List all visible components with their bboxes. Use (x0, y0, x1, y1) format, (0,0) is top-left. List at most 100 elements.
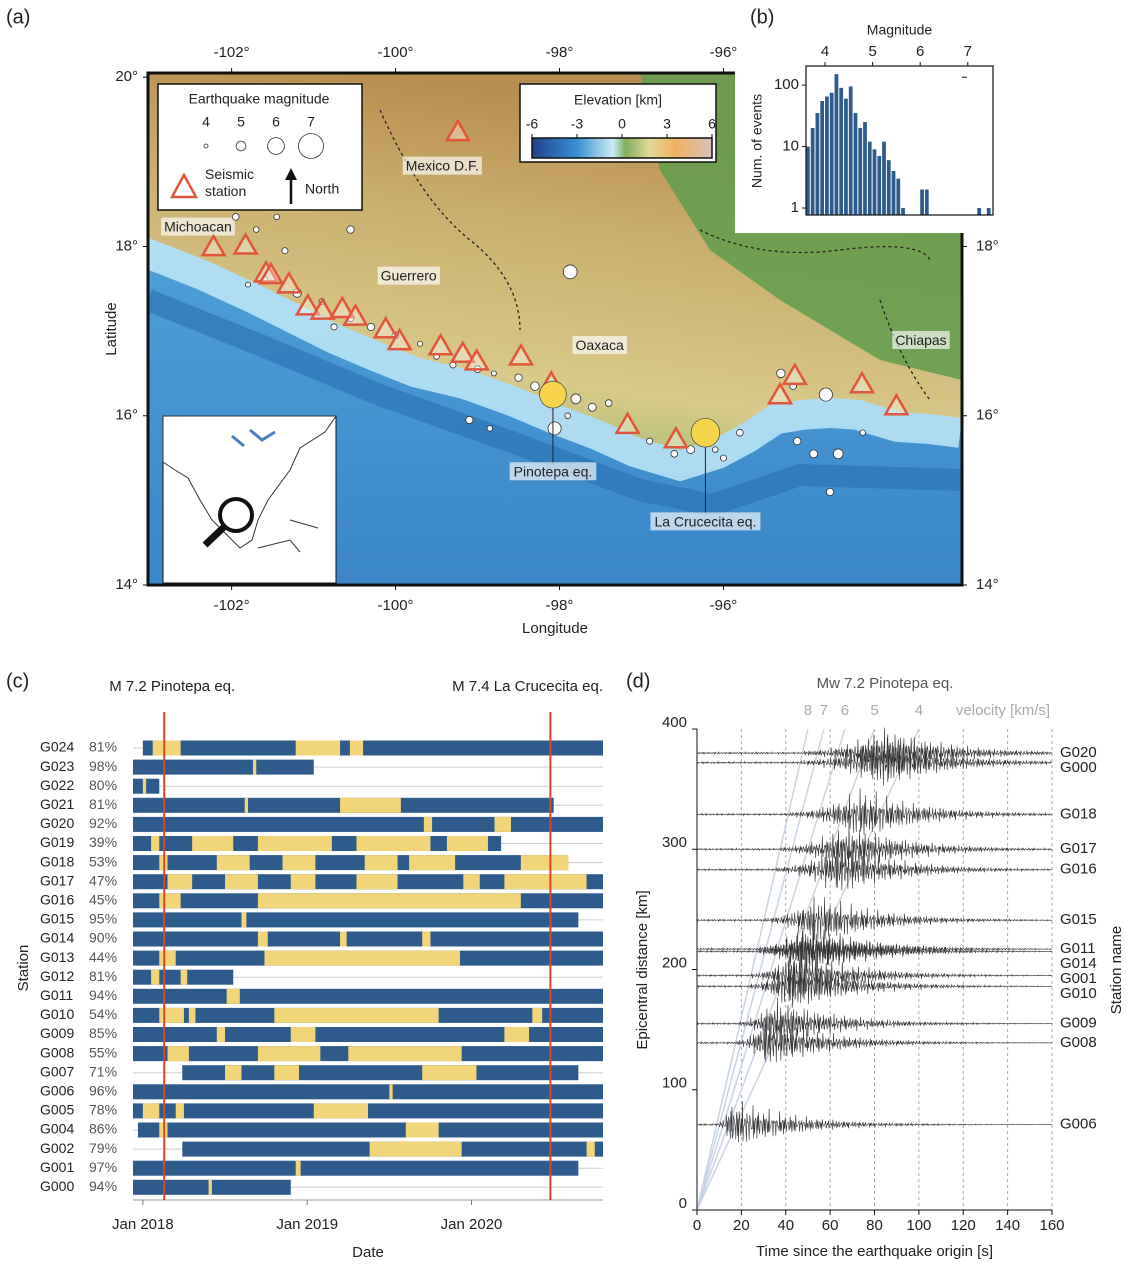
gap-bar (504, 874, 587, 890)
gap-bar (142, 1103, 160, 1119)
y-tick-label: 400 (662, 714, 687, 731)
station-percent: 47% (89, 872, 117, 888)
x-tick-label: -96° (710, 597, 738, 614)
panel-label: (d) (626, 670, 650, 692)
trace-label: G008 (1060, 1034, 1097, 1051)
gap-bar (159, 893, 181, 909)
station-percent: 97% (89, 1159, 117, 1175)
legend-size-marker (267, 137, 285, 155)
station-percent: 81% (89, 796, 117, 812)
trace-label: G014 (1060, 955, 1097, 972)
histogram-bar (891, 170, 896, 215)
station-label: G002 (40, 1140, 74, 1156)
gap-bar (313, 1103, 368, 1119)
earthquake (281, 247, 289, 255)
gap-bar (225, 1065, 242, 1081)
station-percent: 96% (89, 1083, 117, 1099)
gap-bar (532, 1007, 543, 1023)
gap-bar (274, 1065, 299, 1081)
y2-axis-label: Station name (1108, 926, 1125, 1014)
earthquake (712, 446, 719, 453)
y-tick-label: 16° (976, 407, 999, 424)
earthquake (273, 213, 280, 221)
trace-label: G018 (1060, 805, 1097, 822)
station-label: G017 (40, 872, 74, 888)
gap-bar (422, 1065, 477, 1081)
x-axis-label: Date (352, 1244, 384, 1261)
x-tick-label: 6 (916, 43, 924, 60)
seismogram (696, 997, 1053, 1048)
gap-bar (290, 874, 316, 890)
label-background (892, 330, 950, 349)
x-tick-label: 80 (866, 1217, 883, 1234)
velocity-label: 4 (915, 702, 923, 719)
seismogram (696, 960, 1053, 1008)
x-tick-label: -100° (378, 44, 414, 61)
mainshock-label: La Crucecita eq. (654, 513, 756, 529)
plot-frame (805, 65, 994, 216)
velocity-line (696, 728, 809, 1211)
panel-label: (b) (750, 6, 774, 28)
histogram-bar (877, 156, 882, 215)
seismogram (696, 737, 1053, 786)
gap-bar (520, 855, 569, 871)
earthquake (366, 322, 376, 331)
histogram-bar (829, 92, 834, 215)
station (883, 392, 910, 416)
station-label: G004 (40, 1121, 74, 1137)
earthquake (570, 393, 582, 405)
trace-label: G006 (1060, 1116, 1097, 1133)
trace-label: G000 (1060, 759, 1097, 776)
station (614, 411, 641, 435)
colorbar-tick-label: 3 (663, 116, 671, 132)
seismogram (696, 923, 1053, 971)
station-label: G024 (40, 739, 74, 755)
available-bar (137, 1122, 604, 1138)
gap-bar (340, 797, 401, 813)
gap-bar (159, 1007, 184, 1023)
gap-bar (369, 1141, 462, 1157)
gap-bar (192, 836, 234, 851)
colorbar-title: Elevation [km] (574, 92, 662, 108)
x-tick-label: Jan 2019 (276, 1216, 338, 1233)
place-label: Mexico D.F. (406, 158, 479, 174)
station-percent: 44% (89, 949, 117, 965)
gap-bar (241, 912, 247, 928)
station (200, 233, 227, 257)
earthquake (776, 368, 786, 379)
station (309, 297, 336, 320)
trace-label: G011 (1060, 940, 1096, 957)
gap-bar (151, 969, 160, 985)
seismogram (696, 821, 1053, 874)
x-tick-label: 40 (777, 1217, 794, 1234)
gap-bar (257, 893, 521, 909)
x-tick-label: -100° (378, 597, 414, 614)
station-label: G014 (40, 930, 74, 946)
station-percent: 80% (89, 777, 117, 793)
earthquake (564, 412, 571, 419)
earthquake (686, 445, 696, 454)
station (449, 340, 476, 364)
y-tick-label: 100 (774, 76, 799, 93)
mainshock (690, 417, 721, 448)
seismogram (696, 727, 1053, 779)
x-tick-label: 5 (868, 43, 876, 60)
earthquake (818, 387, 833, 402)
x-tick-label: 4 (821, 43, 829, 60)
gap-bar (167, 1046, 189, 1062)
y-tick-label: 16° (115, 407, 138, 424)
station-percent: 94% (89, 987, 117, 1003)
seismogram (696, 953, 1052, 996)
station-percent: 53% (89, 853, 117, 869)
station-percent: 86% (89, 1121, 117, 1137)
place-label: Michoacan (164, 219, 232, 235)
trace-label: G016 (1060, 861, 1097, 878)
station (781, 362, 808, 386)
x-axis-label: Longitude (522, 620, 588, 637)
histogram-bar (820, 101, 825, 215)
station (275, 270, 303, 294)
station-label: G015 (40, 911, 74, 927)
seismogram (696, 848, 1053, 891)
station-label: G018 (40, 853, 74, 869)
